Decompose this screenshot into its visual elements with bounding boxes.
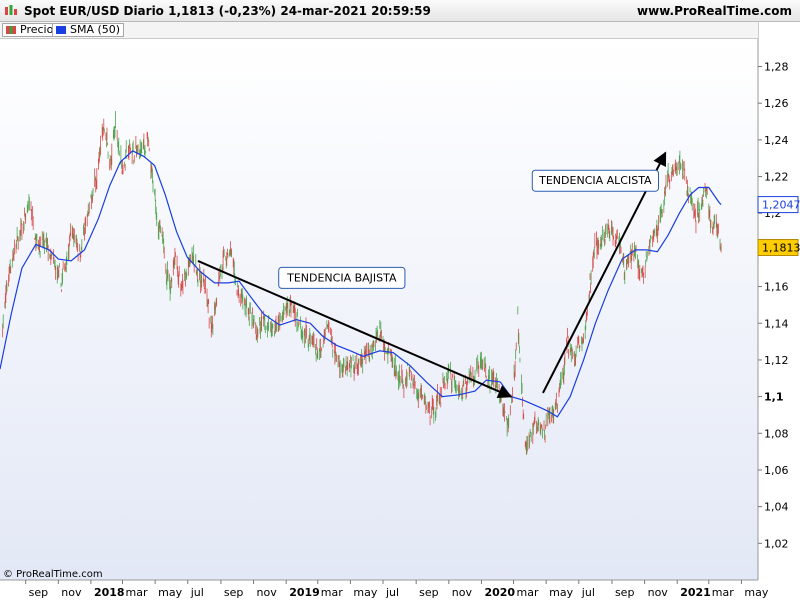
x-tick-label: mar [517, 586, 539, 599]
x-axis-background [0, 580, 758, 600]
legend-label: SMA (50) [70, 23, 121, 36]
x-tick-label: mar [125, 586, 147, 599]
x-tick-label: 2018 [94, 586, 125, 599]
x-tick-label: sep [615, 586, 634, 599]
y-axis: 1,281,261,241,221,21,181,161,141,121,11,… [758, 61, 789, 550]
sma-line-group [0, 150, 722, 418]
x-tick-label: jul [385, 586, 399, 599]
annotation-text: TENDENCIA BAJISTA [286, 271, 397, 284]
last-price-label: 1,1813 [762, 242, 800, 255]
plot-background [0, 39, 758, 580]
legend-item-price[interactable]: Precio [2, 23, 58, 37]
x-tick-label: 2019 [289, 586, 320, 599]
y-tick-label: 1,24 [764, 134, 789, 147]
candlestick-icon [6, 26, 16, 34]
y-tick-label: 1,02 [764, 537, 789, 550]
line-icon [56, 26, 66, 34]
site-link[interactable]: www.ProRealTime.com [637, 4, 792, 18]
x-tick-label: mar [712, 586, 734, 599]
chart-title: Spot EUR/USD Diario 1,1813 (-0,23%) 24-m… [24, 4, 431, 18]
x-tick-label: sep [419, 586, 438, 599]
legend-label: Precio [20, 23, 54, 36]
trend-annotations: TENDENCIA BAJISTA TENDENCIA ALCISTA [278, 169, 659, 289]
chart-icon [5, 5, 17, 15]
annotation-box [278, 266, 406, 289]
price-candles [2, 110, 722, 455]
x-tick-label: may [353, 586, 377, 599]
sma-line [0, 150, 722, 418]
value-labels: 1,1813 1,2047 [757, 196, 800, 257]
x-tick-label: may [744, 586, 768, 599]
x-tick-label: nov [257, 586, 278, 599]
x-tick-label: mar [321, 586, 343, 599]
annotation-box [531, 169, 659, 192]
trend-arrow [197, 259, 513, 399]
x-tick-label: may [549, 586, 573, 599]
chart-header: Spot EUR/USD Diario 1,1813 (-0,23%) 24-m… [0, 0, 800, 22]
y-tick-label: 1,1 [764, 391, 784, 404]
x-tick-label: may [158, 586, 182, 599]
y-axis-background [758, 22, 800, 600]
y-tick-label: 1,08 [764, 427, 789, 440]
annotation-text: TENDENCIA ALCISTA [538, 174, 652, 187]
x-tick-label: 2021 [680, 586, 711, 599]
x-tick-label: nov [452, 586, 473, 599]
x-tick-label: 2020 [484, 586, 515, 599]
copyright-text: © ProRealTime.com [3, 569, 103, 580]
y-tick-label: 1,16 [764, 281, 789, 294]
y-tick-label: 1,12 [764, 354, 789, 367]
y-tick-label: 1,06 [764, 464, 789, 477]
y-tick-label: 1,26 [764, 97, 789, 110]
y-tick-label: 1,04 [764, 501, 789, 514]
x-tick-label: nov [648, 586, 669, 599]
x-tick-label: sep [224, 586, 243, 599]
sma-value-box [757, 196, 799, 214]
y-tick-label: 1,28 [764, 61, 789, 74]
x-tick-label: jul [581, 586, 595, 599]
y-tick-label: 1,14 [764, 317, 789, 330]
x-tick-label: jul [190, 586, 204, 599]
x-axis: sep nov 2018 mar may jul sep nov 2019 mar may jul se… [25, 580, 769, 599]
x-tick-label: nov [61, 586, 82, 599]
legend-bar: Precio SMA (50) [0, 22, 758, 39]
y-tick-label: 1,22 [764, 171, 789, 184]
x-tick-label: sep [29, 586, 48, 599]
sma-value-label: 1,2047 [762, 199, 800, 212]
last-price-box [757, 239, 799, 257]
trend-arrow [542, 151, 667, 394]
legend-item-sma[interactable]: SMA (50) [52, 23, 125, 37]
trend-arrows [197, 151, 667, 399]
